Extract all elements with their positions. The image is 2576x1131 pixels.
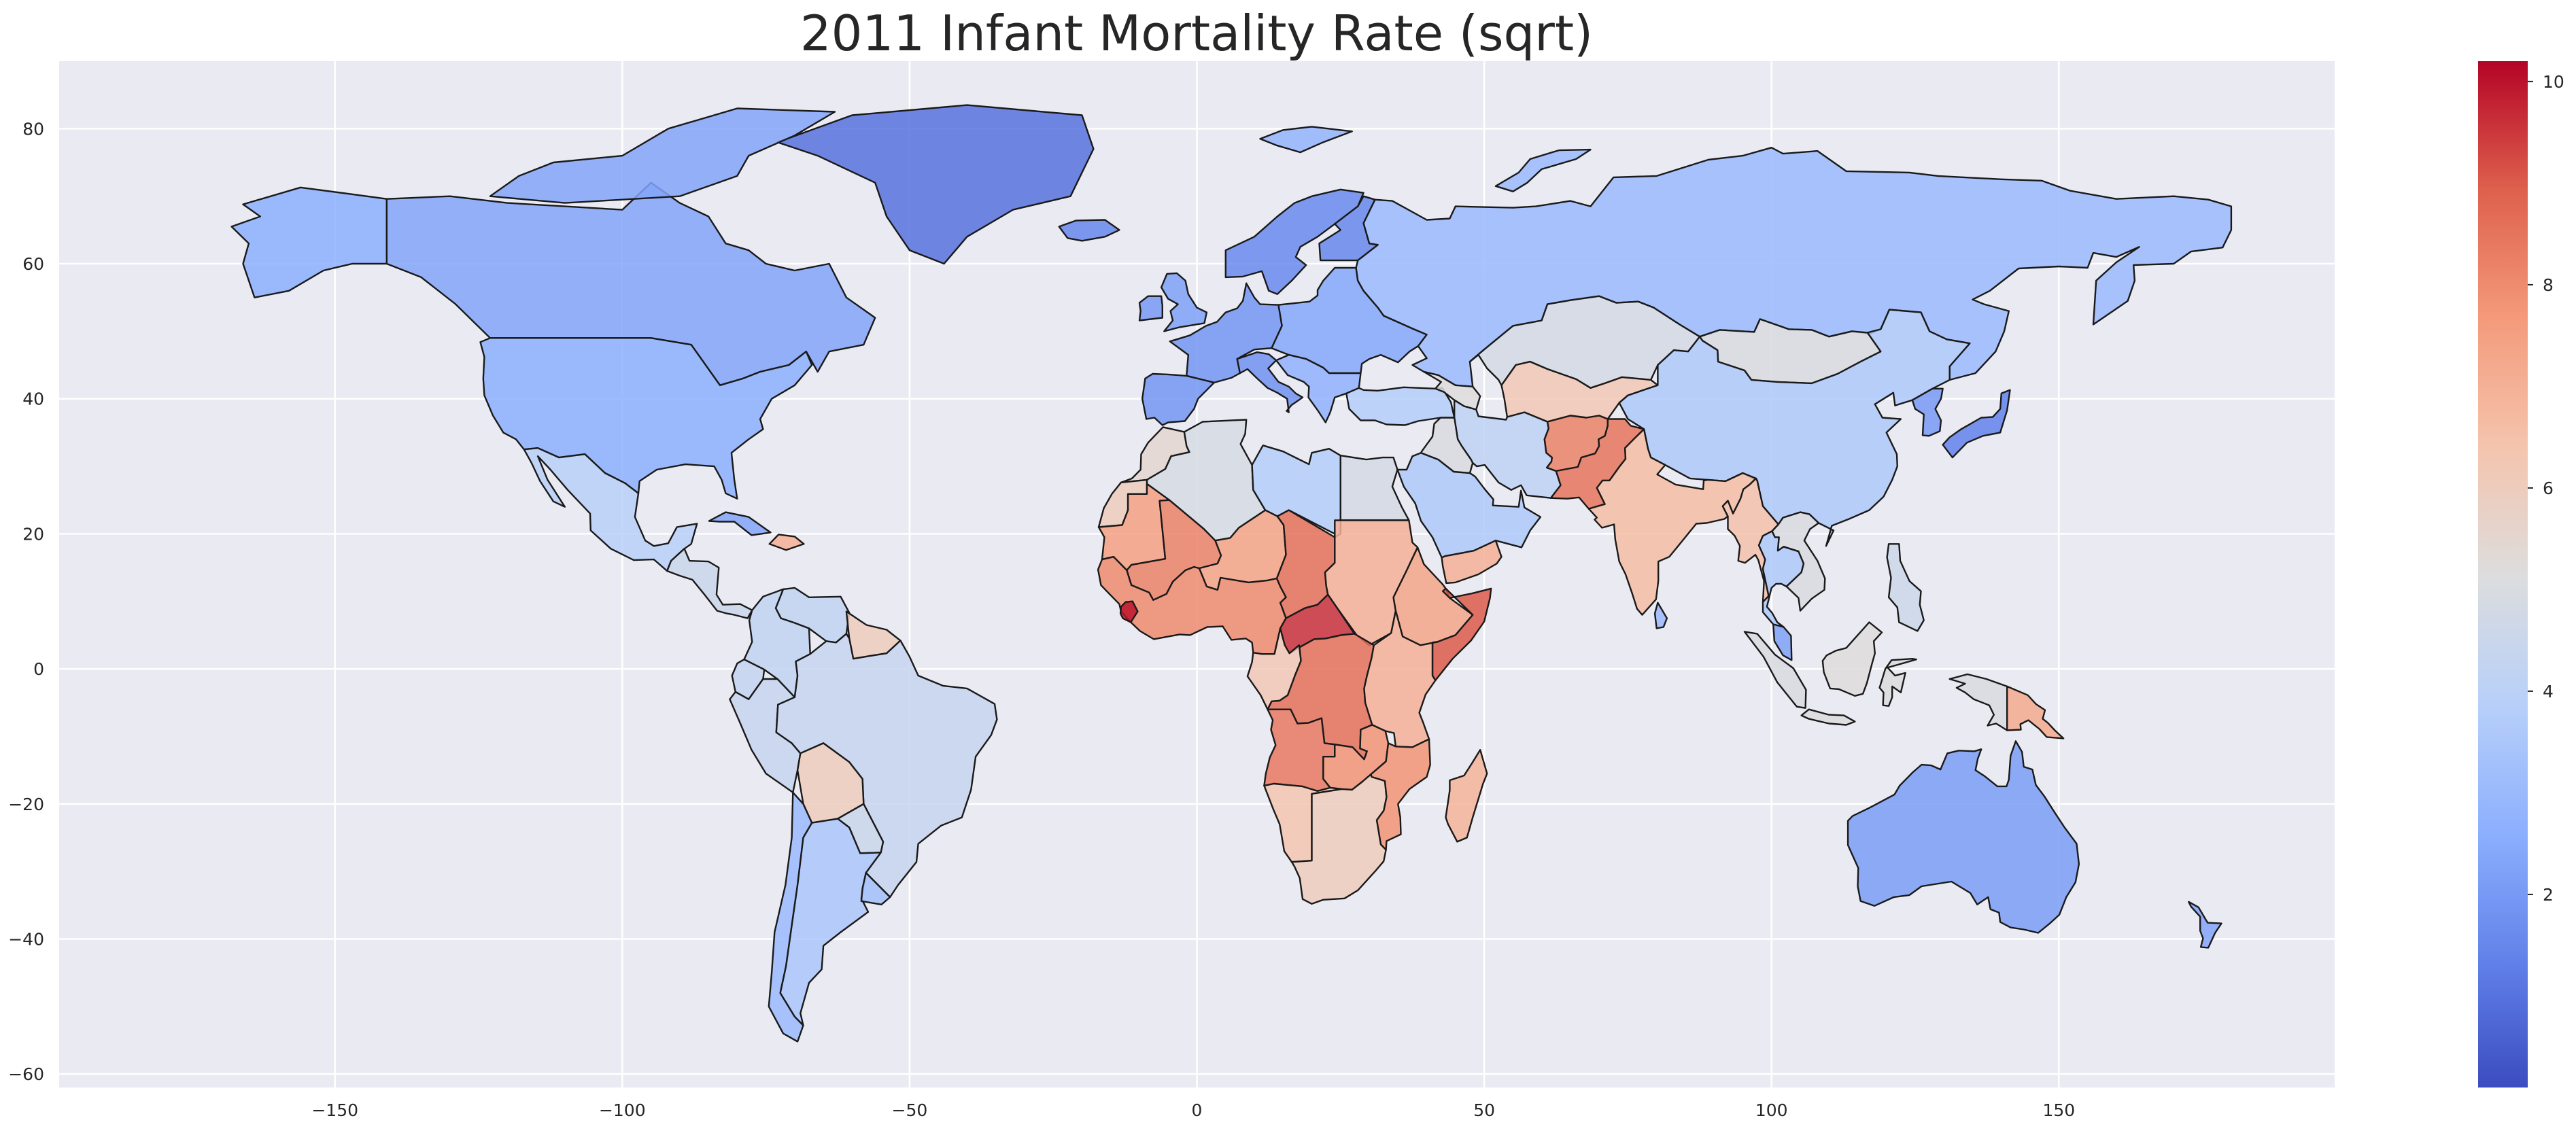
region-korea[interactable]	[1911, 387, 1944, 437]
x-tick-label: −100	[599, 1100, 646, 1120]
region-java[interactable]	[1800, 708, 1856, 726]
region-madagascar[interactable]	[1445, 749, 1488, 843]
region-indochina[interactable]	[1771, 511, 1826, 612]
region-australia[interactable]	[1847, 740, 2080, 934]
y-tick-label: 60	[22, 254, 44, 274]
x-tick-label: −150	[311, 1100, 358, 1120]
region-sri-lanka[interactable]	[1653, 602, 1668, 629]
colorbar-tick-label: 10	[2543, 72, 2564, 92]
region-central-america[interactable]	[666, 548, 753, 619]
region-uruguay[interactable]	[860, 871, 891, 905]
region-new-zealand[interactable]	[2188, 901, 2222, 949]
region-united-kingdom[interactable]	[1160, 272, 1208, 332]
region-borneo[interactable]	[1821, 621, 1883, 697]
colorbar-tick-label: 2	[2543, 885, 2554, 905]
region-haiti[interactable]	[768, 534, 805, 551]
chart-title: 2011 Infant Mortality Rate (sqrt)	[800, 5, 1593, 62]
region-papua-new-guinea[interactable]	[2006, 685, 2065, 740]
y-tick-label: −60	[8, 1064, 44, 1084]
region-philippines[interactable]	[1886, 543, 1925, 632]
region-yemen[interactable]	[1441, 540, 1502, 585]
region-united-states[interactable]	[479, 337, 813, 500]
x-tick-label: −50	[892, 1100, 928, 1120]
region-ireland[interactable]	[1138, 295, 1163, 321]
region-novaya-zemlya[interactable]	[1494, 148, 1592, 192]
x-tick-label: 50	[1473, 1100, 1495, 1120]
region-balkans[interactable]	[1275, 353, 1362, 423]
region-iraq[interactable]	[1420, 417, 1474, 474]
x-axis-ticks: −150 −100 −50 0 50 100 150	[311, 1100, 2075, 1120]
colorbar-tick-label: 4	[2543, 682, 2554, 701]
region-argentina[interactable]	[779, 818, 882, 1026]
y-tick-label: −40	[8, 929, 44, 949]
region-japan[interactable]	[1942, 389, 2011, 459]
map-regions[interactable]	[230, 104, 2233, 1043]
region-cuba[interactable]	[708, 511, 772, 536]
colorbar-tick-label: 6	[2543, 478, 2554, 498]
y-tick-label: 40	[22, 389, 44, 409]
y-tick-label: −20	[8, 795, 44, 814]
y-tick-label: 0	[33, 659, 44, 679]
colorbar-tick-label: 8	[2543, 275, 2554, 295]
colorbar-gradient	[2478, 61, 2528, 1088]
region-greenland[interactable]	[776, 104, 1095, 265]
colorbar-ticks: 2 4 6 8 10	[2528, 72, 2564, 905]
region-iberia[interactable]	[1141, 372, 1216, 426]
y-tick-label: 20	[22, 524, 44, 544]
region-alaska[interactable]	[230, 186, 388, 298]
region-scandinavia[interactable]	[1224, 188, 1364, 295]
region-somalia[interactable]	[1431, 587, 1492, 682]
region-new-guinea[interactable]	[1948, 673, 2008, 731]
x-tick-label: 100	[1755, 1100, 1788, 1120]
region-sierra-leone[interactable]	[1119, 600, 1139, 623]
y-axis-ticks: −60 −40 −20 0 20 40 60 80	[8, 119, 44, 1084]
region-italy[interactable]	[1236, 351, 1304, 413]
region-svalbard[interactable]	[1259, 126, 1353, 154]
y-tick-label: 80	[22, 119, 44, 139]
region-south-africa[interactable]	[1290, 773, 1388, 905]
region-congo[interactable]	[1246, 627, 1302, 710]
x-tick-label: 0	[1192, 1100, 1203, 1120]
region-sumatra[interactable]	[1743, 631, 1807, 709]
region-iceland[interactable]	[1058, 219, 1120, 242]
plot-area	[59, 61, 2335, 1088]
x-tick-label: 150	[2042, 1100, 2075, 1120]
region-west-africa[interactable]	[1097, 556, 1287, 655]
region-malay-peninsula[interactable]	[1772, 623, 1793, 661]
colorbar: 2 4 6 8 10	[2478, 61, 2564, 1088]
region-sulawesi[interactable]	[1878, 658, 1917, 707]
region-arctic-archipelago[interactable]	[489, 107, 836, 204]
